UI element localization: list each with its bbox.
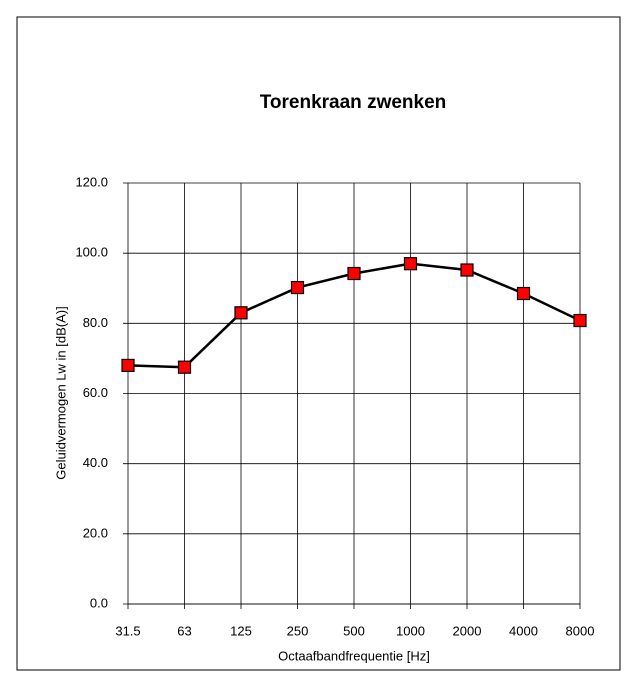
x-tick-label: 4000 xyxy=(509,623,538,638)
x-tick-label: 500 xyxy=(343,623,365,638)
x-tick-label: 2000 xyxy=(453,623,482,638)
x-axis-label: Octaafbandfrequentie [Hz] xyxy=(278,648,430,663)
x-tick-label: 8000 xyxy=(566,623,595,638)
marker xyxy=(516,286,531,301)
y-tick-label: 40.0 xyxy=(83,455,108,470)
y-tick-label: 60.0 xyxy=(83,385,108,400)
y-axis-label: Geluidvermogen Lw in [dB(A)] xyxy=(53,306,68,479)
marker xyxy=(177,360,192,374)
marker xyxy=(290,280,305,295)
chart-title: Torenkraan zwenken xyxy=(260,92,447,113)
y-tick-label: 0.0 xyxy=(90,595,108,610)
marker xyxy=(573,313,587,328)
y-tick-label: 20.0 xyxy=(83,525,108,540)
marker xyxy=(234,306,248,320)
marker xyxy=(460,263,474,277)
marker xyxy=(347,266,361,281)
x-tick-label: 31.5 xyxy=(115,623,140,638)
chart-frame xyxy=(16,16,621,671)
marker xyxy=(403,257,418,271)
x-tick-label: 63 xyxy=(177,623,191,638)
x-tick-label: 125 xyxy=(230,623,252,638)
x-tick-label: 1000 xyxy=(396,623,425,638)
x-tick-label: 250 xyxy=(287,623,309,638)
y-tick-label: 100.0 xyxy=(75,245,108,260)
y-tick-label: 80.0 xyxy=(83,315,108,330)
marker xyxy=(121,358,135,373)
y-tick-label: 120.0 xyxy=(75,174,108,189)
